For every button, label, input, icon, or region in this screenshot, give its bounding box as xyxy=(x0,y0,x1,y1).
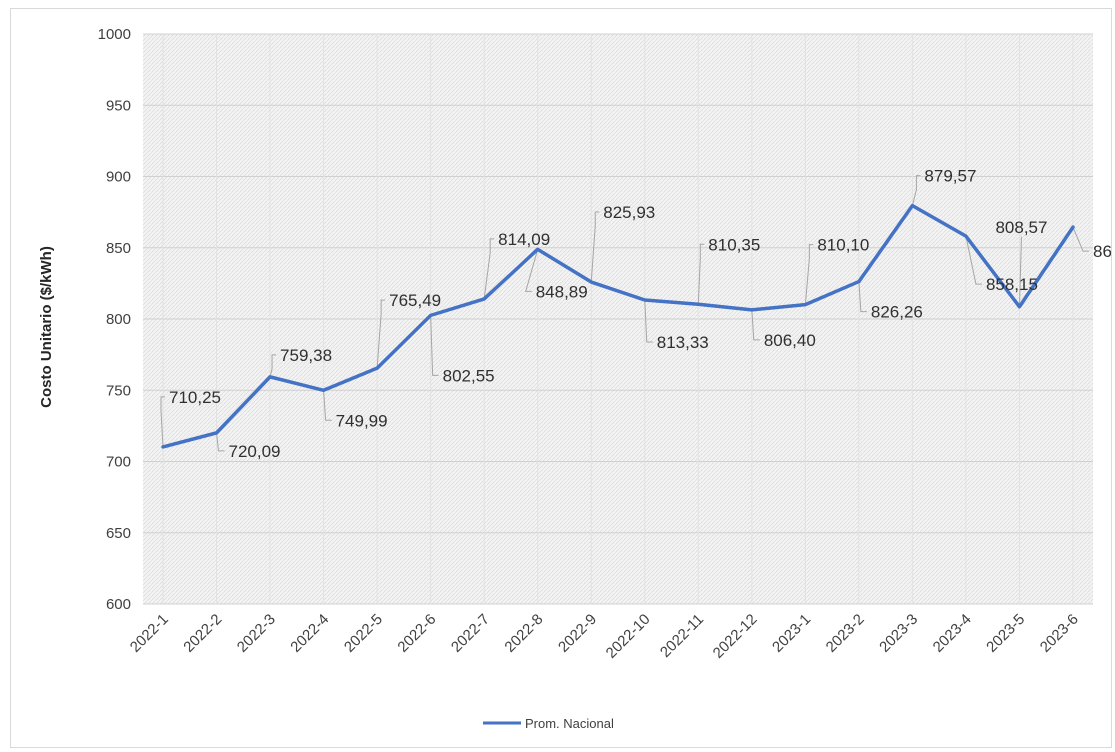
data-label: 808,57 xyxy=(995,218,1047,237)
leader-line xyxy=(697,243,705,305)
x-tick-label: 2023-1 xyxy=(769,611,814,656)
y-tick-label: 700 xyxy=(106,454,131,471)
data-label: 858,15 xyxy=(986,275,1038,294)
y-tick-label: 800 xyxy=(106,311,131,328)
leader-line xyxy=(160,396,165,447)
y-tick-label: 950 xyxy=(106,97,131,114)
x-tick-label: 2022-6 xyxy=(394,611,439,656)
x-tick-label: 2022-11 xyxy=(657,611,707,661)
leader-line xyxy=(269,354,277,378)
x-tick-label: 2022-4 xyxy=(287,611,332,656)
legend: Prom. Nacional xyxy=(483,716,614,731)
leader-line xyxy=(483,238,495,299)
x-tick-label: 2022-1 xyxy=(127,611,172,656)
chart-container: 600 650 700 750 800 850 900 950 1000 2022-1 2022-… xyxy=(10,8,1115,748)
y-axis-label: Costo Unitario ($/kWh) xyxy=(38,246,55,408)
data-label: 806,40 xyxy=(764,331,816,350)
y-tick-label: 900 xyxy=(106,169,131,186)
data-label: 720,09 xyxy=(229,442,281,461)
data-label: 802,55 xyxy=(443,366,495,385)
data-label: 848,89 xyxy=(536,282,588,301)
leader-line xyxy=(911,175,921,206)
x-tick-label: 2022-3 xyxy=(234,611,279,656)
leader-line xyxy=(1072,226,1089,252)
x-tick-label: 2022-12 xyxy=(710,611,761,662)
leader-line xyxy=(1018,236,1022,307)
x-tick-label: 2022-7 xyxy=(448,611,493,656)
y-axis-ticks: 600 650 700 750 800 850 900 950 1000 xyxy=(98,26,131,613)
data-label: 810,35 xyxy=(708,235,760,254)
leader-line xyxy=(216,432,225,452)
data-label: 749,99 xyxy=(336,411,388,430)
x-tick-label: 2023-6 xyxy=(1037,611,1082,656)
data-label: 810,10 xyxy=(817,236,869,255)
data-label: 879,57 xyxy=(924,167,976,186)
leader-line xyxy=(965,236,982,285)
data-labels: 710,25 720,09 759,38 749,99 765,49 802,55 814,… xyxy=(169,167,1115,461)
x-tick-label: 2023-2 xyxy=(823,611,868,656)
y-tick-label: 600 xyxy=(106,596,131,613)
x-tick-label: 2022-8 xyxy=(501,611,546,656)
x-tick-label: 2022-10 xyxy=(603,611,654,662)
y-tick-label: 750 xyxy=(106,382,131,399)
x-tick-label: 2022-5 xyxy=(341,611,386,656)
data-label: 710,25 xyxy=(169,388,221,407)
x-tick-label: 2023-5 xyxy=(983,611,1028,656)
leader-line xyxy=(430,315,439,376)
data-label: 814,09 xyxy=(498,230,550,249)
legend-label: Prom. Nacional xyxy=(525,716,614,731)
leader-line xyxy=(323,390,332,421)
series-line-prom-nacional xyxy=(161,203,1075,449)
y-tick-label: 1000 xyxy=(98,26,131,43)
x-axis-ticks: 2022-1 2022-2 2022-3 2022-4 2022-5 2022-6 2022… xyxy=(127,611,1082,662)
leader-line xyxy=(525,249,539,292)
x-tick-label: 2022-2 xyxy=(180,611,225,656)
leader-line xyxy=(858,281,867,313)
leader-line xyxy=(751,309,760,341)
data-label: 765,49 xyxy=(389,291,441,310)
data-label: 825,93 xyxy=(603,203,655,222)
data-label: 826,26 xyxy=(871,303,923,322)
leader-line xyxy=(804,244,814,305)
y-tick-label: 650 xyxy=(106,525,131,542)
x-tick-label: 2022-9 xyxy=(555,611,600,656)
x-tick-label: 2023-4 xyxy=(930,611,975,656)
data-label: 864,47 xyxy=(1093,242,1111,261)
x-tick-label: 2023-3 xyxy=(876,611,921,656)
leader-line xyxy=(590,211,600,283)
data-label: 813,33 xyxy=(657,333,709,352)
y-tick-label: 850 xyxy=(106,240,131,257)
data-label: 759,38 xyxy=(280,346,332,365)
leader-line xyxy=(376,299,386,369)
label-leader-lines xyxy=(160,175,1089,452)
leader-line xyxy=(644,299,653,343)
